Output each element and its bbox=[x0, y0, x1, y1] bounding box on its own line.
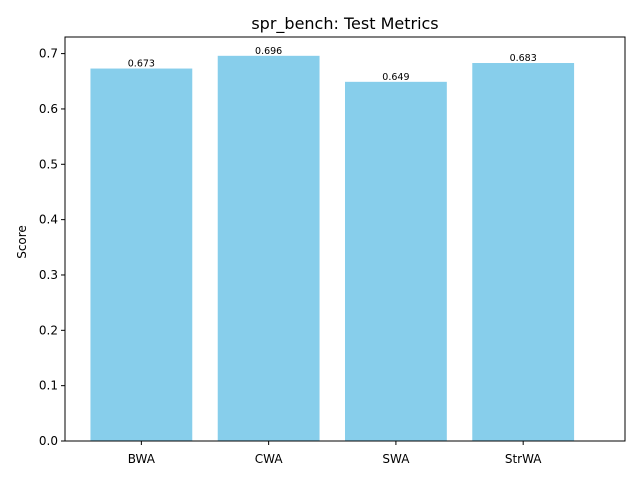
x-tick-label: BWA bbox=[128, 452, 156, 466]
x-tick-label: SWA bbox=[382, 452, 410, 466]
y-tick-label: 0.6 bbox=[39, 102, 58, 116]
bar-strwa bbox=[472, 63, 575, 442]
y-tick-label: 0.0 bbox=[39, 434, 58, 448]
plot-frame bbox=[64, 36, 626, 442]
bar-bwa bbox=[90, 68, 193, 442]
data-label-bwa: 0.673 bbox=[128, 59, 155, 70]
bar-swa bbox=[345, 81, 447, 442]
x-tick-label: StrWA bbox=[505, 452, 542, 466]
y-tick-label: 0.4 bbox=[39, 213, 58, 227]
data-label-swa: 0.649 bbox=[382, 72, 409, 83]
y-tick-label: 0.5 bbox=[39, 157, 58, 171]
x-tick-label: CWA bbox=[255, 452, 284, 466]
y-axis: 0.0 0.1 0.2 0.3 0.4 0.5 0.6 0.7 bbox=[39, 47, 65, 448]
y-tick-label: 0.2 bbox=[39, 323, 58, 337]
chart-title: spr_bench: Test Metrics bbox=[251, 14, 438, 34]
bars-group bbox=[90, 55, 575, 442]
y-tick-label: 0.1 bbox=[39, 379, 58, 393]
x-axis: BWA CWA SWA StrWA bbox=[128, 441, 542, 466]
data-labels-group: 0.673 0.696 0.649 0.683 bbox=[128, 46, 537, 83]
bar-cwa bbox=[217, 55, 320, 441]
y-tick-label: 0.7 bbox=[39, 47, 58, 61]
data-label-cwa: 0.696 bbox=[255, 46, 282, 57]
data-label-strwa: 0.683 bbox=[510, 53, 537, 64]
y-axis-label: Score bbox=[15, 225, 29, 259]
y-tick-label: 0.3 bbox=[39, 268, 58, 282]
